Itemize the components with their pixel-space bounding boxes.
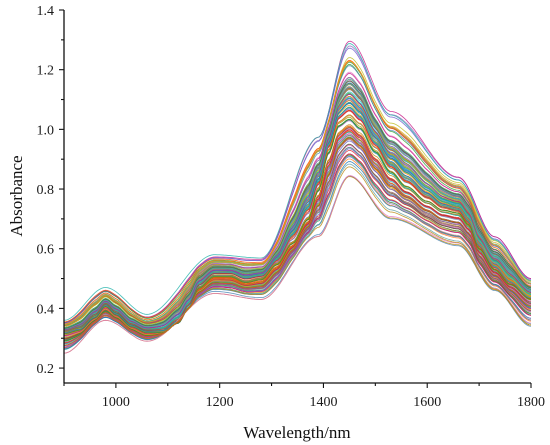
axes: 1000 1200 1400 1600 1800 0.2 0.4 0.6 0.8 1.0 1.2 1… [37,4,546,410]
spectrum-line [64,59,531,323]
y-tick-label: 0.6 [37,243,55,258]
y-axis-title: Absorbance [7,155,26,236]
y-tick-label: 1.4 [37,4,55,19]
y-tick-label: 1.0 [37,123,55,138]
spectra-lines [64,40,531,354]
spectrum-line [64,61,531,327]
spectrum-line [64,166,531,346]
spectrum-line [64,80,531,329]
y-tick-label: 0.8 [37,183,55,198]
spectrum-line [64,137,531,344]
spectrum-line [64,118,531,335]
spectrum-line [64,94,531,330]
spectrum-line [64,60,531,325]
x-tick-label: 1200 [206,395,234,410]
spectrum-line [64,40,531,324]
spectrum-line [64,84,531,330]
x-tick-label: 1800 [517,395,545,410]
x-axis-title: Wavelength/nm [243,423,350,442]
x-ticks: 1000 1200 1400 1600 1800 [63,383,545,410]
y-tick-label: 1.2 [37,64,55,79]
spectrum-line [64,43,531,321]
spectrum-line [64,45,531,324]
y-tick-label: 0.4 [37,302,55,317]
x-tick-label: 1000 [102,395,130,410]
y-tick-label: 0.2 [37,362,55,377]
spectrum-line [64,106,531,331]
y-ticks: 0.2 0.4 0.6 0.8 1.0 1.2 1.4 [37,4,64,377]
x-tick-label: 1600 [413,395,441,410]
spectrum-line [64,97,531,330]
spectrum-line [64,110,531,332]
spectrum-line [64,175,531,354]
x-tick-label: 1400 [309,395,337,410]
